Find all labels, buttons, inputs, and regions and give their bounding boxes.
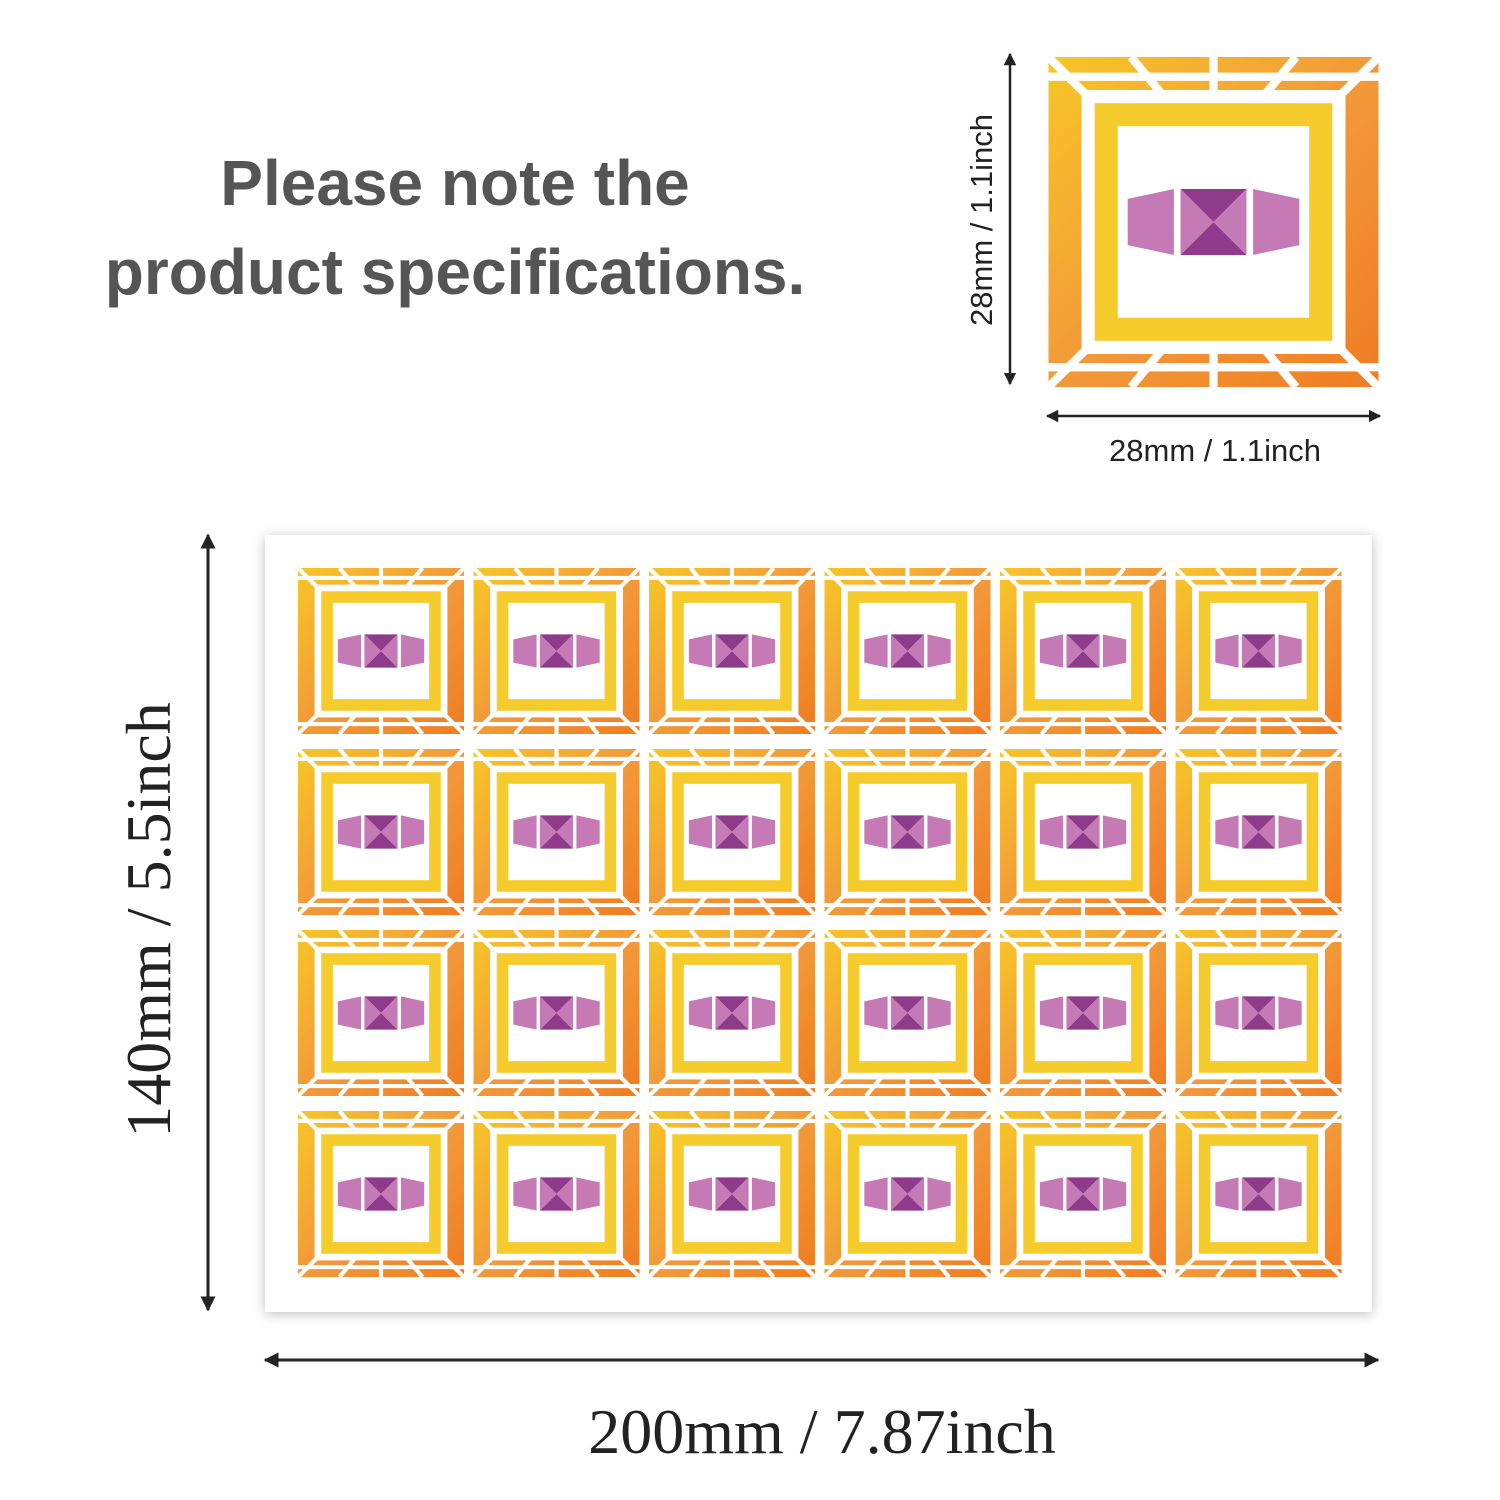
sticker xyxy=(649,749,815,915)
sticker xyxy=(1000,1111,1166,1277)
sticker xyxy=(649,568,815,734)
sticker xyxy=(1176,1111,1342,1277)
heading-line: product specifications. xyxy=(105,236,806,308)
sticker xyxy=(825,930,991,1096)
sticker xyxy=(298,1111,464,1277)
sticker xyxy=(1000,749,1166,915)
sticker xyxy=(298,930,464,1096)
sticker xyxy=(1000,568,1166,734)
sticker xyxy=(825,1111,991,1277)
sticker xyxy=(474,1111,640,1277)
sticker-sample xyxy=(1049,57,1379,387)
sticker xyxy=(474,568,640,734)
sticker xyxy=(474,749,640,915)
sticker xyxy=(1000,930,1166,1096)
sticker xyxy=(649,930,815,1096)
sticker xyxy=(649,1111,815,1277)
sticker xyxy=(298,749,464,915)
sheet-width-label: 200mm / 7.87inch xyxy=(588,1396,1056,1467)
sticker xyxy=(825,749,991,915)
sticker xyxy=(298,568,464,734)
sticker xyxy=(1176,749,1342,915)
sticker xyxy=(1176,930,1342,1096)
heading-line: Please note the xyxy=(220,147,690,219)
sheet-height-label: 140mm / 5.5inch xyxy=(113,702,184,1138)
sticker-height-label: 28mm / 1.1inch xyxy=(964,114,999,326)
sticker xyxy=(825,568,991,734)
sticker-width-label: 28mm / 1.1inch xyxy=(1109,433,1321,468)
sticker xyxy=(1176,568,1342,734)
sticker xyxy=(474,930,640,1096)
